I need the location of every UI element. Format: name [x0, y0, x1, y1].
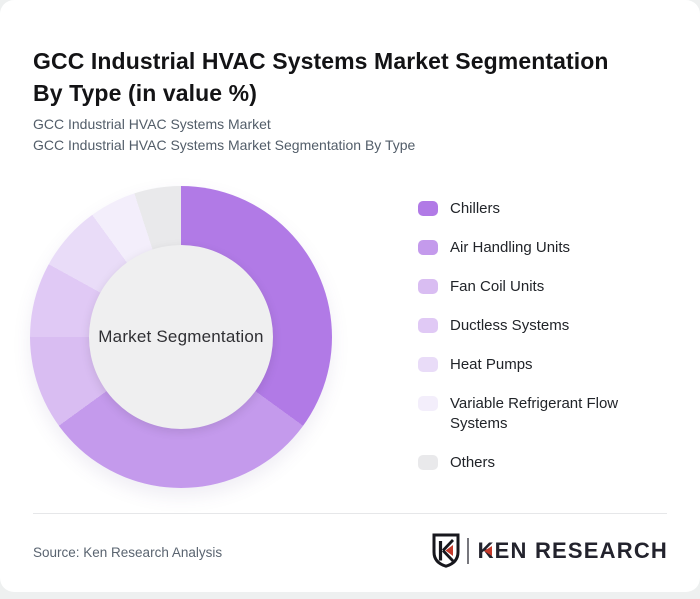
ken-research-logo: KEN RESEARCH: [432, 533, 668, 569]
legend-swatch-fan-coil-units: [418, 279, 438, 294]
legend-swatch-chillers: [418, 201, 438, 216]
legend-label: Others: [450, 454, 496, 471]
legend-label: Variable Refrigerant Flow Systems: [450, 395, 619, 432]
chart-legend: Chillers Air Handling Units Fan Coil Uni…: [418, 199, 668, 492]
legend-item-air-handling-units: Air Handling Units: [418, 238, 668, 258]
legend-item-fan-coil-units: Fan Coil Units: [418, 277, 668, 297]
ken-research-wordmark-text: KEN RESEARCH: [477, 538, 668, 563]
donut-chart: Market Segmentation: [30, 186, 332, 488]
legend-swatch-heat-pumps: [418, 357, 438, 372]
donut-center-hole: Market Segmentation: [89, 245, 273, 429]
ken-research-wordmark: KEN RESEARCH: [478, 533, 668, 569]
page-title: GCC Industrial HVAC Systems Market Segme…: [33, 45, 663, 109]
legend-swatch-variable-refrigerant-flow-systems: [418, 396, 438, 411]
legend-label: Ductless Systems: [450, 317, 570, 334]
source-note: Source: Ken Research Analysis: [33, 545, 223, 560]
chart-subtitle-line-2: GCC Industrial HVAC Systems Market Segme…: [33, 137, 416, 153]
page-title-line-2: By Type (in value %): [33, 80, 257, 107]
ken-research-shield-icon: [432, 533, 460, 568]
donut-center-label: Market Segmentation: [98, 327, 264, 346]
logo-k-red-triangle-icon: [484, 546, 493, 556]
logo-separator: [466, 538, 469, 564]
legend-item-heat-pumps: Heat Pumps: [418, 355, 668, 375]
legend-item-chillers: Chillers: [418, 199, 668, 219]
legend-label: Heat Pumps: [450, 356, 533, 373]
page-title-line-1: GCC Industrial HVAC Systems Market Segme…: [33, 48, 609, 75]
chart-subtitle-line-1: GCC Industrial HVAC Systems Market: [33, 116, 271, 132]
legend-label: Air Handling Units: [450, 239, 571, 256]
legend-swatch-others: [418, 455, 438, 470]
legend-label: Chillers: [450, 200, 501, 217]
chart-subtitle: GCC Industrial HVAC Systems Market GCC I…: [33, 114, 663, 156]
legend-label: Fan Coil Units: [450, 278, 545, 295]
footer-divider: [33, 513, 667, 514]
legend-item-variable-refrigerant-flow-systems: Variable Refrigerant Flow Systems: [418, 394, 668, 434]
legend-swatch-air-handling-units: [418, 240, 438, 255]
legend-item-ductless-systems: Ductless Systems: [418, 316, 668, 336]
legend-item-others: Others: [418, 453, 668, 473]
legend-swatch-ductless-systems: [418, 318, 438, 333]
